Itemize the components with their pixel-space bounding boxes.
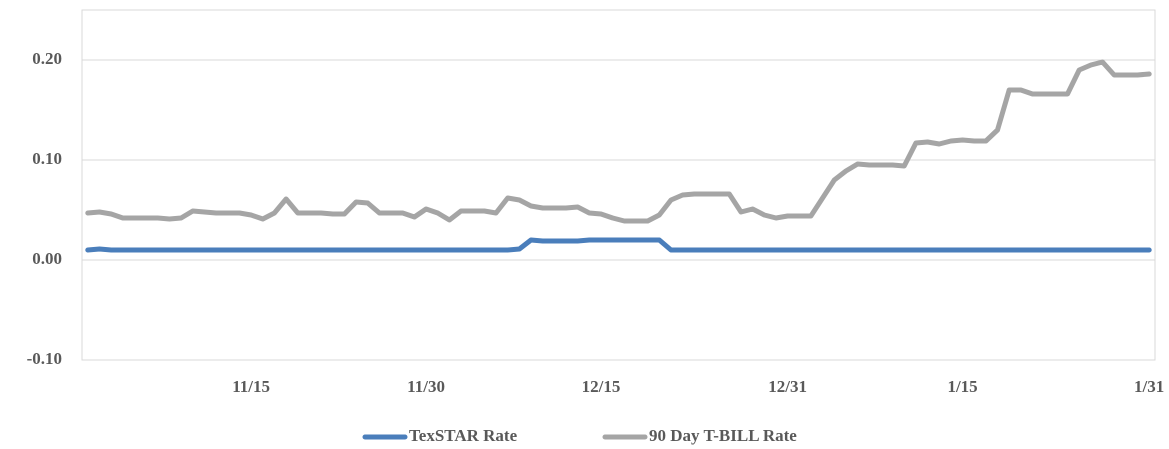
x-tick-label: 12/15 [582,377,621,396]
x-tick-label: 1/15 [947,377,977,396]
x-tick-label: 12/31 [768,377,807,396]
y-tick-label: 0.20 [32,49,62,68]
y-tick-label: 0.00 [32,249,62,268]
y-tick-label: -0.10 [27,349,62,368]
legend-label: 90 Day T-BILL Rate [649,426,797,445]
legend-label: TexSTAR Rate [409,426,518,445]
plot-frame [81,9,1156,361]
line-series [85,59,1152,224]
line-series [85,237,1152,253]
x-tick-label: 11/30 [407,377,445,396]
x-tick-label: 11/15 [232,377,270,396]
x-tick-label: 1/31 [1134,377,1164,396]
y-tick-label: 0.10 [32,149,62,168]
